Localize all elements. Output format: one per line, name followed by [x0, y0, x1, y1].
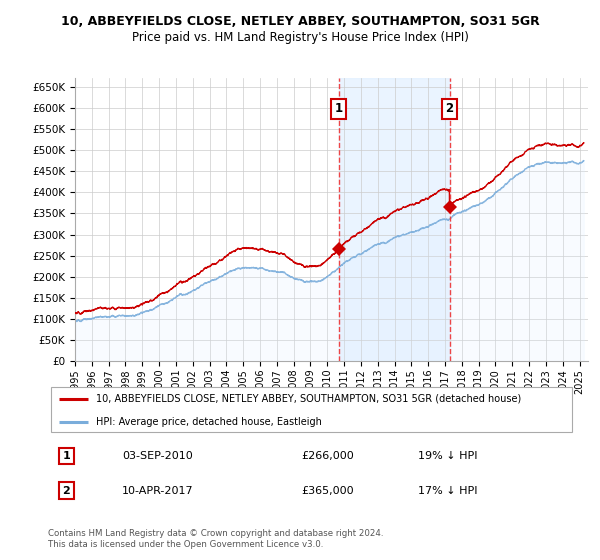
- Text: 1: 1: [335, 102, 343, 115]
- Text: 2: 2: [62, 486, 70, 496]
- Text: 03-SEP-2010: 03-SEP-2010: [122, 451, 193, 461]
- Bar: [338, 78, 449, 361]
- Text: Contains HM Land Registry data © Crown copyright and database right 2024.
This d: Contains HM Land Registry data © Crown c…: [48, 529, 383, 549]
- Text: 19% ↓ HPI: 19% ↓ HPI: [418, 451, 477, 461]
- Text: £365,000: £365,000: [301, 486, 354, 496]
- Text: HPI: Average price, detached house, Eastleigh: HPI: Average price, detached house, East…: [95, 417, 322, 427]
- FancyBboxPatch shape: [50, 387, 572, 432]
- Text: 10-APR-2017: 10-APR-2017: [122, 486, 194, 496]
- Text: 2: 2: [446, 102, 454, 115]
- Text: 17% ↓ HPI: 17% ↓ HPI: [418, 486, 477, 496]
- Text: Price paid vs. HM Land Registry's House Price Index (HPI): Price paid vs. HM Land Registry's House …: [131, 31, 469, 44]
- Text: 10, ABBEYFIELDS CLOSE, NETLEY ABBEY, SOUTHAMPTON, SO31 5GR: 10, ABBEYFIELDS CLOSE, NETLEY ABBEY, SOU…: [61, 15, 539, 28]
- Text: 10, ABBEYFIELDS CLOSE, NETLEY ABBEY, SOUTHAMPTON, SO31 5GR (detached house): 10, ABBEYFIELDS CLOSE, NETLEY ABBEY, SOU…: [95, 394, 521, 404]
- Text: 1: 1: [62, 451, 70, 461]
- Text: £266,000: £266,000: [301, 451, 354, 461]
